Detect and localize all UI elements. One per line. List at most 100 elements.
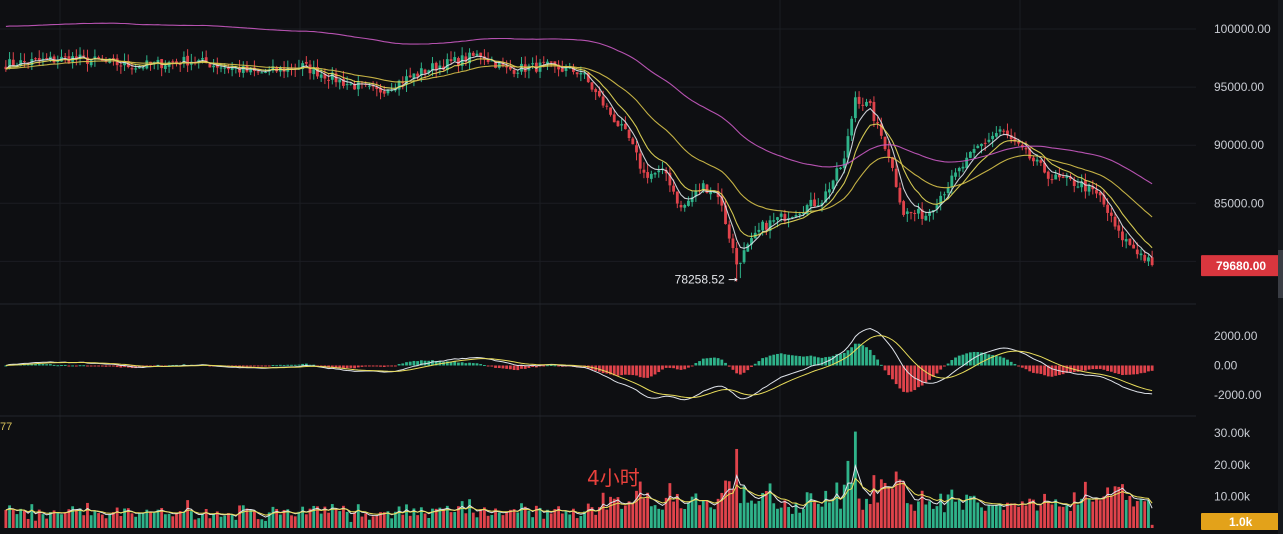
- volume-bar: [1039, 505, 1043, 528]
- volume-bar: [512, 509, 516, 528]
- volume-pane[interactable]: [4, 431, 1154, 528]
- volume-bar: [252, 511, 256, 528]
- volume-bar: [286, 509, 290, 528]
- volume-bar: [152, 512, 156, 528]
- timeframe-label: 4小时: [587, 466, 640, 490]
- price-pane[interactable]: [4, 22, 1154, 282]
- volume-bar: [219, 516, 223, 528]
- macd-bar: [805, 356, 809, 366]
- macd-bar: [661, 365, 664, 370]
- macd-bar: [82, 365, 86, 367]
- macd-bar: [319, 365, 323, 367]
- macd-bar: [557, 365, 561, 367]
- macd-bar: [501, 365, 505, 369]
- volume-bar: [557, 506, 561, 528]
- macd-bar: [512, 365, 516, 370]
- volume-bar: [175, 513, 178, 528]
- volume-bar: [546, 509, 549, 528]
- macd-bar: [156, 364, 160, 366]
- macd-bar: [1147, 365, 1150, 372]
- macd-bar: [894, 365, 898, 385]
- candle-body: [776, 217, 779, 220]
- volume-bar: [805, 492, 809, 528]
- volume-bar: [431, 508, 434, 528]
- candle-body: [646, 172, 650, 178]
- last-volume-tag-bg: [1201, 513, 1280, 530]
- candle-body: [575, 72, 579, 75]
- macd-bar: [30, 363, 34, 366]
- volume-bar: [338, 511, 342, 528]
- candle-body: [367, 85, 371, 87]
- macd-bar: [772, 354, 776, 366]
- macd-bar: [167, 365, 171, 367]
- scrollbar-thumb[interactable]: [1278, 250, 1283, 298]
- volume-bar: [586, 503, 590, 528]
- candle-body: [316, 66, 319, 77]
- volume-bar: [130, 513, 134, 528]
- candle-body: [22, 61, 26, 63]
- macd-pane[interactable]: [4, 327, 1154, 401]
- volume-bar: [839, 508, 842, 528]
- volume-bar: [126, 508, 130, 528]
- macd-bar: [605, 365, 609, 374]
- candle-body: [546, 61, 549, 64]
- candle-body: [768, 220, 772, 231]
- macd-bar: [523, 365, 527, 369]
- volume-bar: [742, 486, 746, 528]
- candle-body: [457, 58, 460, 66]
- macd-bar: [1013, 363, 1017, 366]
- volume-bar: [316, 506, 319, 528]
- volume-bar: [928, 501, 931, 528]
- candle-body: [130, 68, 134, 70]
- candle-body: [238, 67, 241, 73]
- low-annotation: 78258.52: [675, 273, 738, 287]
- volume-bar: [442, 508, 446, 528]
- candle-body: [980, 143, 983, 147]
- macd-bar: [74, 365, 78, 367]
- macd-bar: [108, 365, 112, 367]
- candle-body: [215, 64, 219, 68]
- macd-bar: [1143, 365, 1147, 373]
- price-axis[interactable]: 100000.00 95000.00 90000.00 85000.00 2000.00…: [1214, 22, 1271, 503]
- candle-body: [564, 67, 568, 72]
- volume-bar: [115, 507, 119, 528]
- macd-bar: [668, 365, 672, 368]
- candle-body: [687, 200, 690, 206]
- price-tick-label: 95000.00: [1214, 80, 1264, 94]
- macd-bar: [909, 365, 913, 392]
- macd-bar: [998, 356, 1002, 366]
- volume-bar: [327, 512, 331, 528]
- volume-bar: [505, 511, 509, 528]
- macd-bar: [883, 365, 887, 371]
- macd-bar: [275, 365, 279, 367]
- macd-bar: [891, 365, 894, 380]
- candle-body: [965, 157, 969, 169]
- candle-body: [471, 52, 475, 56]
- candle-body: [219, 67, 223, 69]
- volume-bar: [453, 512, 457, 528]
- scrollbar[interactable]: [1278, 0, 1283, 534]
- volume-bar: [564, 510, 568, 528]
- volume-bar: [156, 509, 160, 528]
- volume-bar: [356, 504, 360, 528]
- macd-bar: [290, 364, 293, 366]
- candle-body: [827, 189, 831, 193]
- volume-bar: [983, 510, 987, 528]
- candle-body: [594, 89, 598, 93]
- candle-body: [664, 170, 668, 174]
- volume-bar: [349, 521, 353, 528]
- macd-bar: [26, 364, 30, 366]
- candle-body: [731, 238, 735, 249]
- candle-body: [802, 212, 805, 214]
- macd-bar: [631, 365, 635, 376]
- candle-body: [631, 138, 635, 145]
- macd-bar: [482, 365, 486, 367]
- candle-body: [772, 220, 776, 222]
- volume-bar: [52, 510, 56, 528]
- volume-bar: [972, 495, 976, 528]
- volume-bar: [186, 500, 190, 528]
- volume-bar: [894, 471, 898, 528]
- macd-bar: [408, 361, 412, 366]
- macd-bar: [234, 365, 238, 367]
